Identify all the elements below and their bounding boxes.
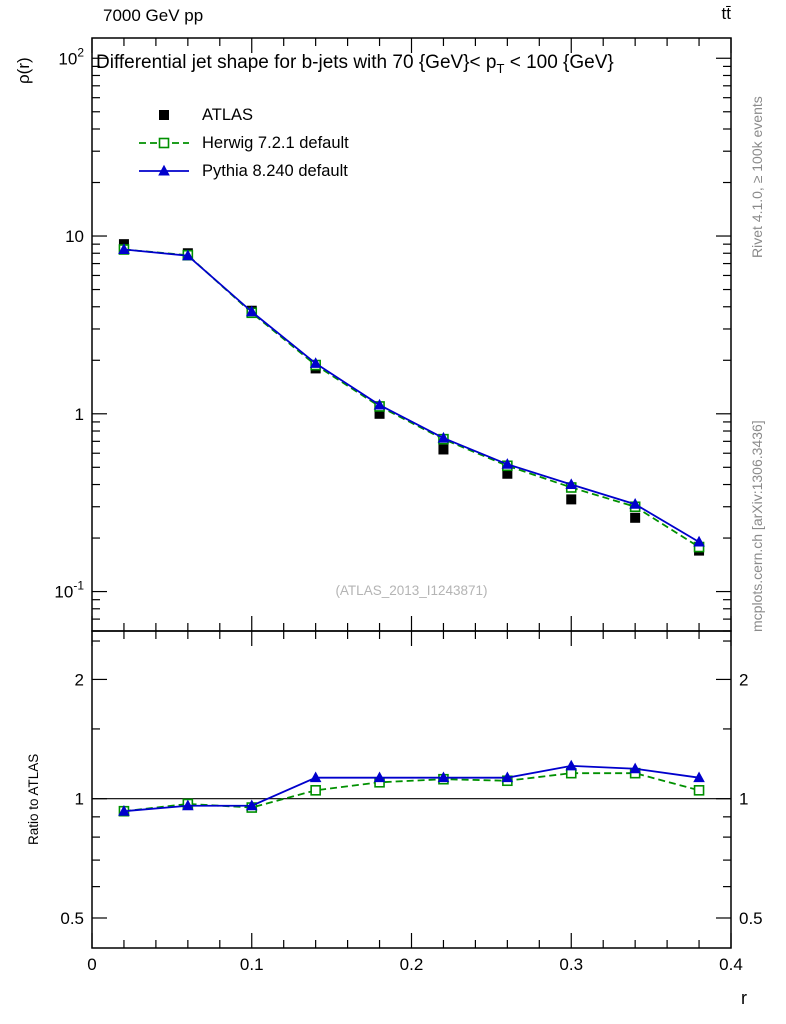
svg-text:1: 1 bbox=[739, 790, 748, 809]
plot-title-suffix: < 100 {GeV} bbox=[504, 52, 614, 73]
svg-text:10-1: 10-1 bbox=[54, 579, 84, 602]
svg-text:1: 1 bbox=[75, 790, 84, 809]
svg-text:0.4: 0.4 bbox=[719, 955, 743, 974]
legend-item-pythia: Pythia 8.240 default bbox=[136, 157, 349, 185]
x-axis-label: r bbox=[741, 988, 747, 1008]
beam-energy-label: 7000 GeV pp bbox=[103, 6, 204, 25]
pythia-marker-icon bbox=[139, 164, 189, 176]
analysis-watermark: (ATLAS_2013_I1243871) bbox=[335, 583, 488, 598]
series-ratio-1 bbox=[118, 759, 705, 816]
x-tick-labels: 0 0.1 0.2 0.3 0.4 bbox=[87, 955, 743, 974]
plot-title: Differential jet shape for b-jets with 7… bbox=[96, 52, 614, 76]
series-main-2 bbox=[118, 243, 705, 547]
svg-text:0.5: 0.5 bbox=[60, 909, 84, 928]
legend: ATLAS Herwig 7.2.1 default Pythia 8.240 … bbox=[136, 101, 349, 185]
plot-title-subscript: T bbox=[496, 60, 505, 76]
series-main-0 bbox=[118, 239, 705, 556]
y-tick-labels-main: 102 10 1 10-1 bbox=[54, 45, 84, 601]
legend-item-herwig: Herwig 7.2.1 default bbox=[136, 129, 349, 157]
svg-text:0: 0 bbox=[87, 955, 96, 974]
y-tick-labels-ratio: 2 2 1 1 0.5 0.5 bbox=[60, 670, 762, 928]
svg-text:0.1: 0.1 bbox=[240, 955, 264, 974]
ratio-y-axis-label: Ratio to ATLAS bbox=[26, 753, 41, 845]
plot-title-text: Differential jet shape for b-jets with 7… bbox=[96, 52, 497, 73]
svg-text:2: 2 bbox=[75, 670, 84, 689]
atlas-marker-icon bbox=[159, 110, 169, 120]
y-axis-label: ρ(r) bbox=[14, 57, 33, 84]
svg-text:2: 2 bbox=[739, 670, 748, 689]
legend-label: Pythia 8.240 default bbox=[202, 161, 348, 180]
series-ratio-0 bbox=[118, 767, 705, 817]
rivet-version-note: Rivet 4.1.0, ≥ 100k events bbox=[749, 96, 765, 258]
herwig-marker-icon bbox=[139, 137, 189, 149]
legend-label: ATLAS bbox=[202, 105, 254, 124]
legend-item-atlas: ATLAS bbox=[136, 101, 349, 129]
series-main-1 bbox=[118, 244, 705, 553]
axes bbox=[91, 37, 732, 949]
svg-text:0.2: 0.2 bbox=[400, 955, 424, 974]
svg-text:0.3: 0.3 bbox=[559, 955, 583, 974]
legend-label: Herwig 7.2.1 default bbox=[202, 133, 349, 152]
svg-text:1: 1 bbox=[75, 405, 84, 424]
svg-text:10: 10 bbox=[65, 227, 84, 246]
mcplots-note: mcplots.cern.ch [arXiv:1306.3436] bbox=[749, 420, 765, 632]
process-label: tt̄ bbox=[721, 4, 731, 23]
svg-text:102: 102 bbox=[58, 45, 84, 68]
svg-text:0.5: 0.5 bbox=[739, 909, 763, 928]
